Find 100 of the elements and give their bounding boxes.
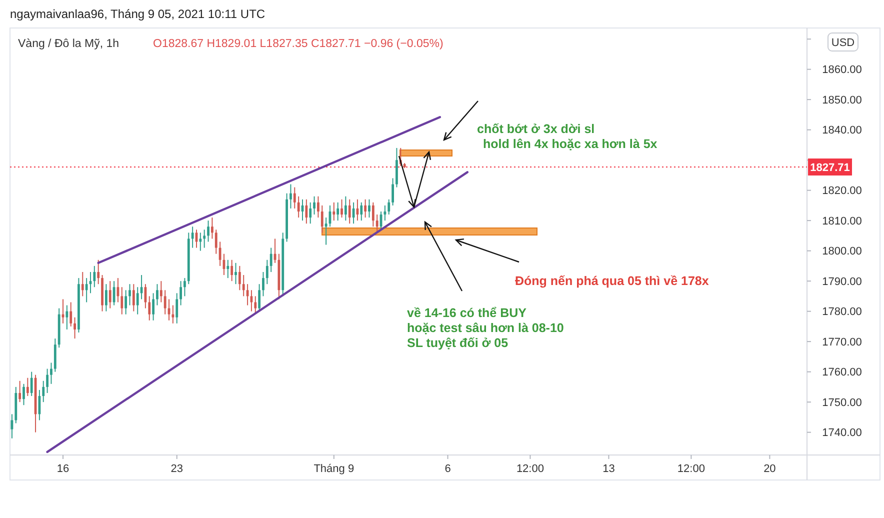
candlestick: [203, 229, 206, 248]
ref-line-label: 1827.71: [810, 162, 850, 174]
candlestick: [46, 368, 48, 394]
candlestick: [214, 229, 218, 254]
candlestick: [180, 280, 182, 306]
x-tick-label: 20: [764, 463, 776, 475]
candlestick: [317, 196, 320, 218]
candlestick: [132, 284, 135, 312]
x-tick-label: 12:00: [516, 463, 544, 475]
candlestick: [388, 198, 390, 216]
candlestick: [324, 217, 328, 246]
candlestick: [258, 284, 261, 312]
candlestick: [242, 274, 245, 297]
candlestick: [199, 232, 202, 252]
y-tick-label: 1780.00: [822, 306, 862, 318]
candlestick: [305, 198, 308, 224]
candlestick: [93, 265, 96, 288]
candlestick: [42, 380, 45, 403]
candlestick: [348, 198, 351, 224]
candlestick: [392, 178, 394, 206]
candlestick: [340, 198, 343, 218]
annotation: O1828.67 H1829.01 L1827.35 C1827.71 −0.96 (−0.05%): [153, 38, 444, 50]
candlestick: [120, 286, 124, 315]
candlestick: [50, 362, 52, 384]
candlestick: [136, 286, 139, 315]
candlestick: [124, 290, 128, 315]
candlestick: [293, 186, 296, 209]
candlestick: [226, 259, 230, 279]
y-tick-label: 1860.00: [822, 64, 862, 76]
candlestick: [160, 280, 162, 303]
candlestick: [254, 296, 257, 315]
candlestick: [309, 202, 312, 224]
annotation: Đóng nến phá qua 05 thì về 178x: [515, 274, 709, 288]
candlestick: [368, 198, 370, 218]
y-tick-label: 1770.00: [822, 336, 862, 348]
y-tick-label: 1850.00: [822, 94, 862, 106]
candlestick: [26, 377, 29, 397]
candlestick: [360, 202, 363, 222]
candlestick: [210, 217, 214, 240]
annotation: hold lên 4x hoặc xa hơn là 5x: [483, 137, 658, 151]
candlestick: [85, 278, 88, 303]
x-tick-label: Tháng 9: [314, 463, 354, 475]
candlestick: [184, 278, 186, 297]
candlestick: [262, 271, 264, 297]
candlestick: [270, 247, 272, 272]
candlestick: [376, 214, 378, 234]
candlestick: [297, 196, 300, 218]
candlestick: [18, 380, 22, 403]
candlestick: [320, 204, 324, 234]
x-tick-label: 13: [602, 463, 615, 475]
candlestick: [332, 202, 336, 222]
candlestick: [152, 292, 155, 321]
candlestick: [172, 304, 174, 324]
y-tick-label: 1800.00: [822, 246, 862, 258]
candlestick: [207, 220, 210, 242]
annotation: về 14-16 có thể BUY: [407, 306, 528, 320]
candlestick: [344, 196, 347, 222]
candlestick: [176, 292, 178, 324]
text: USD: [831, 36, 855, 49]
chart-title: ngaymaivanlaa96, Tháng 9 05, 2021 10:11 UTC: [10, 7, 266, 21]
annotation: hoặc test sâu hơn là 08-10: [407, 321, 564, 335]
annotation: chốt bớt ở 3x dời sl: [477, 122, 595, 136]
candlestick: [290, 184, 292, 209]
candlestick: [108, 280, 112, 309]
y-tick-label: 1810.00: [822, 215, 862, 228]
candlestick: [336, 202, 340, 222]
candlestick: [266, 259, 268, 285]
candlestick: [384, 204, 386, 222]
x-tick-label: 23: [170, 463, 183, 475]
candlestick: [97, 259, 100, 285]
y-tick-label: 1840.00: [822, 124, 862, 137]
annotation: SL tuyệt đối ở 05: [407, 336, 508, 350]
candlestick: [81, 271, 84, 297]
candlestick: [70, 302, 72, 327]
candlestick: [22, 383, 25, 406]
x-tick-label: 12:00: [677, 463, 705, 475]
candlestick: [191, 226, 194, 248]
candlestick: [238, 265, 241, 291]
candlestick: [364, 198, 367, 218]
y-tick-label: 1750.00: [822, 396, 862, 409]
candlestick: [66, 304, 68, 330]
candlestick: [148, 296, 151, 321]
candlestick: [104, 284, 108, 312]
candlestick: [230, 259, 234, 282]
y-tick-label: 1820.00: [822, 185, 862, 198]
candlestick: [372, 202, 374, 228]
text: Vàng / Đô la Mỹ, 1h: [18, 38, 119, 50]
candlestick: [38, 389, 41, 421]
candlestick: [313, 196, 316, 216]
y-tick-label: 1760.00: [822, 366, 862, 379]
y-tick-label: 1740.00: [822, 427, 862, 440]
candlestick: [30, 371, 33, 397]
x-tick-label: 6: [444, 463, 451, 475]
x-tick-label: 16: [56, 463, 70, 475]
candlestick: [234, 262, 237, 285]
candlestick: [74, 316, 76, 340]
y-tick-label: 1790.00: [822, 276, 862, 288]
candlestick: [164, 290, 166, 315]
candlestick: [128, 284, 131, 306]
candlestick: [156, 284, 158, 306]
